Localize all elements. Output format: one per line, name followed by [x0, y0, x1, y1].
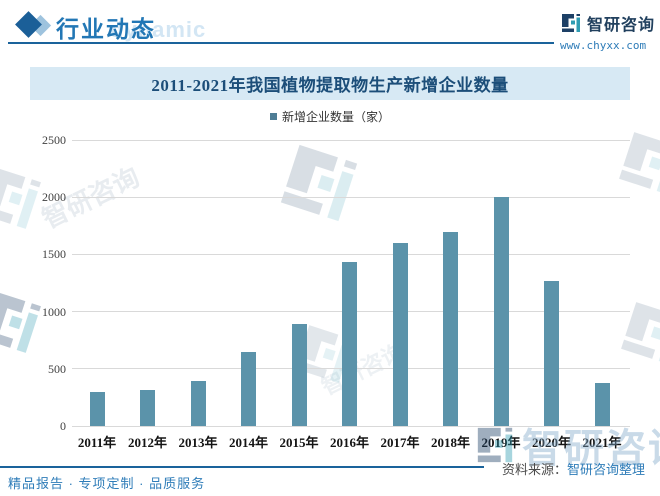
bar-2014年 — [241, 352, 256, 426]
x-axis-tick-label: 2013年 — [178, 435, 218, 450]
data-source: 资料来源： 智研咨询整理 — [502, 459, 645, 478]
y-axis-tick-label: 0 — [60, 419, 66, 433]
gridline — [72, 425, 630, 427]
bar-2012年 — [140, 389, 155, 426]
y-axis-tick-label: 500 — [48, 361, 66, 376]
gridline — [72, 196, 630, 198]
chart-legend: 新增企业数量（家） — [0, 108, 660, 125]
section-title: 行业动态 — [56, 16, 156, 42]
footer-services: 精品报告 · 专项定制 · 品质服务 — [8, 476, 206, 491]
legend-marker-icon — [269, 113, 277, 120]
data-source-value: 智研咨询整理 — [567, 462, 646, 477]
plot-area: 0 500 1000 1500 2000 2500 2011年 2012年 2013年 2014年… — [42, 133, 630, 450]
x-axis-tick-label: 2015年 — [279, 435, 319, 450]
x-axis-tick-label: 2019年 — [481, 435, 521, 450]
y-axis-tick-label: 1000 — [42, 304, 66, 319]
bar-2015年 — [291, 324, 307, 426]
x-axis-tick-label: 2021年 — [582, 435, 622, 450]
header-divider — [8, 42, 554, 44]
brand-block: 智研咨询 www.chyxx.com — [560, 11, 655, 52]
bar-2021年 — [594, 382, 610, 426]
data-source-label: 资料来源： — [502, 462, 568, 477]
chart-title: 2011-2021年我国植物提取物生产新增企业数量 — [151, 76, 509, 95]
watermark-logo-icon — [0, 291, 41, 353]
x-axis-tick-label: 2011年 — [77, 435, 117, 450]
x-axis-tick-label: 2014年 — [228, 435, 268, 450]
bar-2019年 — [493, 197, 509, 426]
bar-2011年 — [89, 391, 105, 426]
brand-website: www.chyxx.com — [560, 39, 647, 52]
x-axis-tick-label: 2017年 — [380, 435, 420, 450]
y-axis-tick-label: 2000 — [42, 190, 66, 205]
brand-logo-icon — [562, 14, 580, 32]
x-axis-tick-label: 2012年 — [127, 435, 167, 450]
y-axis-tick-label: 2500 — [42, 133, 66, 147]
y-axis-tick-label: 1500 — [42, 247, 66, 262]
section-diamond-icon — [15, 11, 60, 42]
legend-label: 新增企业数量（家） — [281, 110, 390, 124]
gridline — [72, 139, 630, 141]
x-axis-tick-label: 2020年 — [531, 435, 571, 450]
gridline — [72, 253, 630, 255]
chart-title-banner: 2011-2021年我国植物提取物生产新增企业数量 — [30, 67, 630, 100]
bar-2013年 — [190, 381, 206, 426]
x-axis-tick-label: 2016年 — [329, 435, 369, 450]
brand-name: 智研咨询 — [587, 17, 656, 34]
x-axis-tick-label: 2018年 — [430, 435, 470, 450]
bar-2016年 — [342, 262, 357, 426]
footer-divider — [0, 466, 484, 468]
bar-2018年 — [443, 231, 458, 426]
bar-2017年 — [392, 242, 408, 426]
bar-2020年 — [544, 280, 559, 426]
